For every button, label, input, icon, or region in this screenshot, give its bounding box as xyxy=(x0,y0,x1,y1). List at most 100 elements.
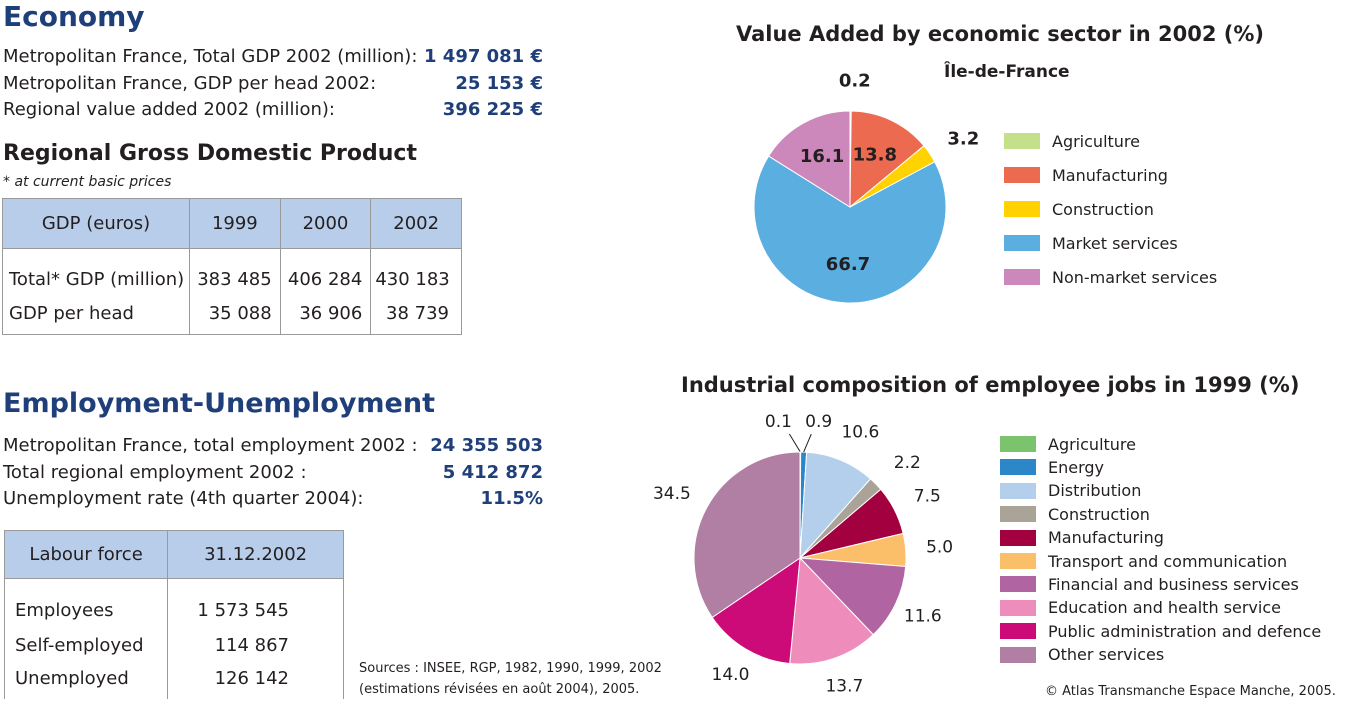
employment-value-regional: 5 412 872 xyxy=(442,462,543,483)
chart2-pie: 0.1 0.9 10.6 2.2 7.5 5.0 11.6 13.7 14.0 34.5 xyxy=(653,412,953,697)
legend-item-construction: Construction xyxy=(1004,198,1154,220)
gdp-header-label: GDP (euros) xyxy=(1,198,191,249)
employment-value-total: 24 355 503 xyxy=(430,435,543,456)
chart2-title: Industrial composition of employee jobs … xyxy=(681,373,1300,397)
legend-item-energy: Energy xyxy=(1000,456,1104,478)
legend-item-education-and-health-service: Education and health service xyxy=(1000,597,1281,619)
gdp-row-label: GDP per head xyxy=(1,298,191,335)
pie-label-education-and-health-service: 13.7 xyxy=(825,677,863,697)
legend-swatch xyxy=(1004,235,1040,251)
pie-label-agriculture: 0.2 xyxy=(839,71,871,92)
legend-item-non-market-services: Non-market services xyxy=(1004,266,1217,288)
labour-row-label: Unemployed xyxy=(3,662,169,699)
legend-label: Manufacturing xyxy=(1052,165,1168,185)
sources-line-2: (estimations révisées en août 2004), 200… xyxy=(359,682,640,697)
legend-label: Market services xyxy=(1052,233,1178,253)
legend-swatch xyxy=(1004,269,1040,285)
labour-header-date: 31.12.2002 xyxy=(167,530,344,579)
legend-item-distribution: Distribution xyxy=(1000,480,1141,502)
legend-item-agriculture: Agriculture xyxy=(1004,130,1140,152)
legend-label: Distribution xyxy=(1048,481,1142,501)
copyright: © Atlas Transmanche Espace Manche, 2005. xyxy=(1045,684,1336,699)
legend-label: Construction xyxy=(1048,504,1150,524)
labour-table: Labour force 31.12.2002 Employees 1 573 … xyxy=(3,530,344,699)
legend-item-market-services: Market services xyxy=(1004,232,1178,254)
legend-item-manufacturing: Manufacturing xyxy=(1004,164,1168,186)
legend-item-financial-and-business-services: Financial and business services xyxy=(1000,573,1299,595)
economy-value-total-gdp: 1 497 081 € xyxy=(424,46,543,67)
gdp-cell: 430 183 xyxy=(370,248,462,299)
sources-line-1: Sources : INSEE, RGP, 1982, 1990, 1999, … xyxy=(359,661,662,676)
legend-swatch xyxy=(1004,167,1040,183)
legend-swatch xyxy=(1000,529,1036,546)
pie-label-energy: 0.9 xyxy=(805,412,832,432)
employment-label-unemployment: Unemployment rate (4th quarter 2004): xyxy=(3,488,364,509)
pie-label-transport-and-communication: 5.0 xyxy=(926,538,953,558)
legend-label: Construction xyxy=(1052,199,1154,219)
labour-row-label: Employees xyxy=(3,578,169,629)
gdp-cell: 38 739 xyxy=(370,298,462,335)
pie-label-other-services: 34.5 xyxy=(653,484,691,504)
pie-label-public-administration-and-defence: 14.0 xyxy=(712,665,750,685)
pie-label-agriculture: 0.1 xyxy=(765,412,792,432)
pie-slice-manufacturing xyxy=(849,110,925,209)
gdp-cell: 406 284 xyxy=(279,248,372,299)
pie-slice-non-market-services xyxy=(767,110,851,208)
table-row: Self-employed 114 867 xyxy=(3,628,344,663)
legend-item-public-administration-and-defence: Public administration and defence xyxy=(1000,620,1321,642)
pie-label-financial-and-business-services: 11.6 xyxy=(904,606,942,626)
economy-label-value-added: Regional value added 2002 (million): xyxy=(3,99,335,120)
legend-label: Manufacturing xyxy=(1048,528,1164,548)
table-row: GDP per head 35 088 36 906 38 739 xyxy=(1,298,462,335)
legend-label: Education and health service xyxy=(1048,598,1281,618)
legend-label: Non-market services xyxy=(1052,267,1218,287)
pie-label-market-services: 66.7 xyxy=(826,254,870,275)
economy-value-gdp-head: 25 153 € xyxy=(455,73,543,94)
labour-row-label: Self-employed xyxy=(3,628,169,663)
legend-swatch xyxy=(1000,599,1036,616)
legend-swatch xyxy=(1000,623,1036,640)
labour-cell: 126 142 xyxy=(167,662,344,699)
economy-label-total-gdp: Metropolitan France, Total GDP 2002 (mil… xyxy=(3,46,418,67)
table-row: Employees 1 573 545 xyxy=(3,578,344,629)
labour-cell: 114 867 xyxy=(167,628,344,663)
legend-item-manufacturing: Manufacturing xyxy=(1000,527,1164,549)
employment-label-total: Metropolitan France, total employment 20… xyxy=(3,435,418,456)
legend-label: Other services xyxy=(1048,645,1165,665)
gdp-header-2000: 2000 xyxy=(279,198,372,249)
gdp-note: * at current basic prices xyxy=(3,174,172,190)
economy-label-gdp-head: Metropolitan France, GDP per head 2002: xyxy=(3,73,377,94)
legend-item-transport-and-communication: Transport and communication xyxy=(1000,550,1287,572)
labour-cell: 1 573 545 xyxy=(167,578,344,629)
legend-label: Public administration and defence xyxy=(1048,621,1322,641)
employment-heading: Employment-Unemployment xyxy=(3,388,435,419)
economy-heading: Economy xyxy=(3,0,145,33)
legend-label: Financial and business services xyxy=(1048,574,1299,594)
pie-leader-line xyxy=(803,433,812,453)
legend-swatch xyxy=(1000,576,1036,593)
legend-swatch xyxy=(1004,201,1040,217)
chart2-legend: Agriculture Energy Distribution Constructio… xyxy=(1000,433,1340,673)
gdp-row-label: Total* GDP (million) xyxy=(1,248,191,299)
legend-item-other-services: Other services xyxy=(1000,644,1164,666)
legend-item-agriculture: Agriculture xyxy=(1000,433,1136,455)
chart1-legend: Agriculture Manufacturing Construction Mark… xyxy=(1004,130,1304,300)
pie-slice-education-and-health-service xyxy=(789,556,874,665)
gdp-table: GDP (euros) 1999 2000 2002 Total* GDP (m… xyxy=(1,198,462,335)
pie-slice-distribution xyxy=(799,451,872,560)
legend-swatch xyxy=(1000,482,1036,499)
legend-swatch xyxy=(1000,646,1036,663)
legend-swatch xyxy=(1000,459,1036,476)
pie-label-manufacturing: 7.5 xyxy=(914,487,941,507)
pie-label-distribution: 10.6 xyxy=(841,423,879,443)
gdp-heading: Regional Gross Domestic Product xyxy=(3,141,417,166)
pie-slice-market-services xyxy=(753,155,947,304)
legend-swatch xyxy=(1000,553,1036,569)
labour-header-label: Labour force xyxy=(3,530,169,579)
chart1-pie: 0.2 13.8 3.2 66.7 16.1 xyxy=(753,71,979,304)
pie-leader-line xyxy=(788,433,801,453)
gdp-cell: 35 088 xyxy=(189,298,281,335)
gdp-header-1999: 1999 xyxy=(189,198,281,249)
legend-item-construction: Construction xyxy=(1000,503,1150,525)
pie-label-manufacturing: 13.8 xyxy=(853,145,897,166)
